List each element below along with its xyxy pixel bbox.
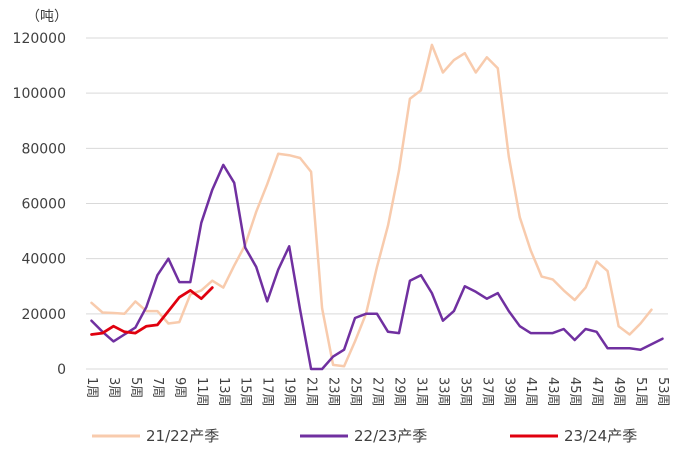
y-axis-unit-label: （吨） bbox=[26, 9, 68, 25]
x-tick-label: 5周 bbox=[128, 377, 143, 398]
x-tick-label: 25周 bbox=[348, 377, 363, 407]
legend: 21/22产季 22/23产季 23/24产季 bbox=[92, 427, 637, 445]
x-tick-label: 23周 bbox=[326, 377, 341, 407]
y-tick-label: 20000 bbox=[21, 307, 66, 323]
x-tick-label: 7周 bbox=[150, 377, 165, 398]
x-tick-label: 43周 bbox=[545, 377, 560, 407]
x-tick-label: 35周 bbox=[457, 377, 472, 407]
y-tick-label: 80000 bbox=[21, 141, 66, 157]
legend-label: 22/23产季 bbox=[354, 427, 427, 445]
series-lines bbox=[90, 43, 664, 371]
x-tick-label: 19周 bbox=[282, 377, 297, 407]
x-tick-label: 31周 bbox=[413, 377, 428, 407]
series-line-1 bbox=[90, 43, 653, 368]
x-tick-label: 49周 bbox=[611, 377, 626, 407]
x-tick-label: 33周 bbox=[435, 377, 450, 407]
y-tick-label: 120000 bbox=[13, 31, 66, 47]
y-tick-label: 100000 bbox=[13, 86, 66, 102]
y-axis-ticks: 0 20000 40000 60000 80000 100000 120000 bbox=[13, 31, 66, 378]
x-tick-label: 17周 bbox=[260, 377, 275, 407]
x-tick-label: 51周 bbox=[633, 377, 648, 407]
x-tick-label: 41周 bbox=[523, 377, 538, 407]
x-tick-label: 39周 bbox=[501, 377, 516, 407]
x-tick-label: 1周 bbox=[84, 377, 99, 398]
x-tick-label: 21周 bbox=[304, 377, 319, 407]
x-tick-label: 37周 bbox=[479, 377, 494, 407]
x-tick-label: 11周 bbox=[194, 377, 209, 407]
x-tick-label: 13周 bbox=[216, 377, 231, 407]
x-tick-label: 3周 bbox=[106, 377, 121, 398]
x-tick-label: 27周 bbox=[370, 377, 385, 407]
y-tick-label: 60000 bbox=[21, 197, 66, 213]
legend-label: 21/22产季 bbox=[146, 427, 219, 445]
series-line-2 bbox=[90, 163, 664, 371]
y-tick-label: 0 bbox=[57, 362, 66, 378]
y-tick-label: 40000 bbox=[21, 252, 66, 268]
legend-label: 23/24产季 bbox=[564, 427, 637, 445]
x-axis-ticks: 1周 3周 5周 7周 9周 11周 13周 15周 17周 19周 21周 23周 25周 27周 29周… bbox=[84, 377, 670, 407]
x-tick-label: 45周 bbox=[567, 377, 582, 407]
x-tick-label: 29周 bbox=[391, 377, 406, 407]
x-tick-label: 9周 bbox=[172, 377, 187, 398]
x-tick-label: 15周 bbox=[238, 377, 253, 407]
x-tick-label: 47周 bbox=[589, 377, 604, 407]
series-line-3 bbox=[90, 286, 214, 336]
x-tick-label: 53周 bbox=[655, 377, 670, 407]
gridlines bbox=[86, 37, 668, 315]
